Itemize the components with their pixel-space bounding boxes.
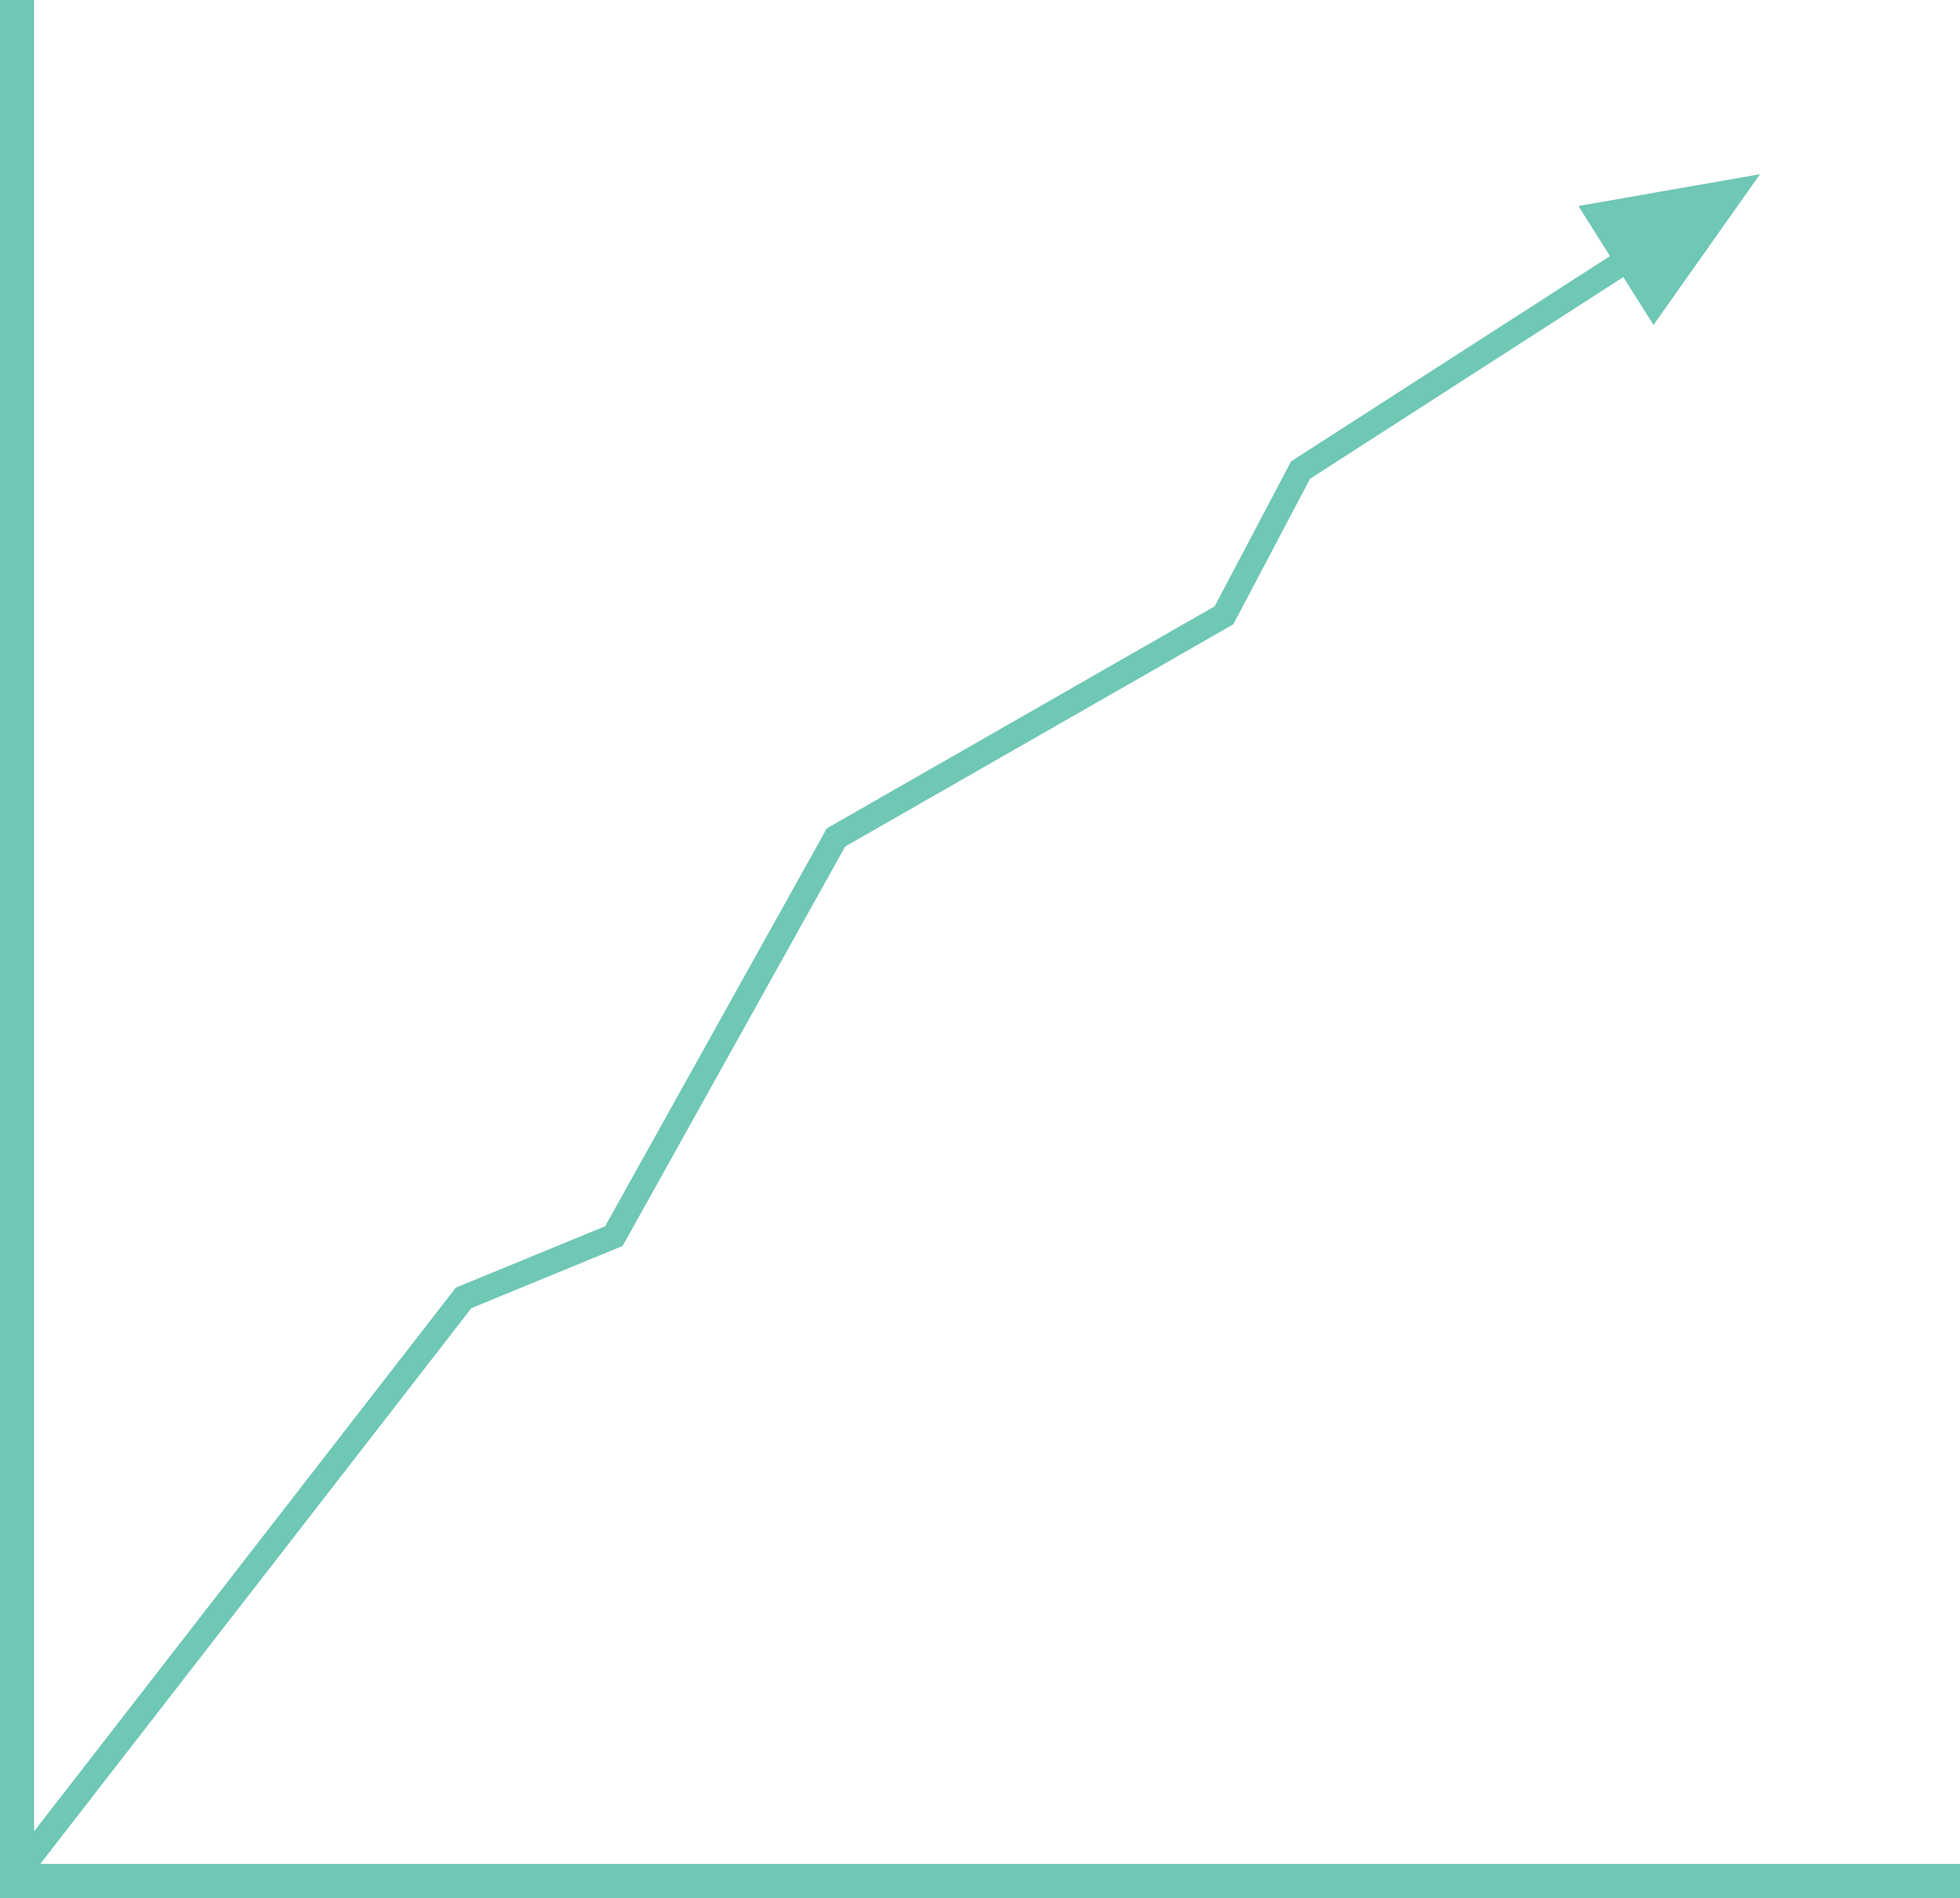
arrowhead-icon — [1578, 174, 1760, 325]
trend-line — [7, 245, 1641, 1881]
